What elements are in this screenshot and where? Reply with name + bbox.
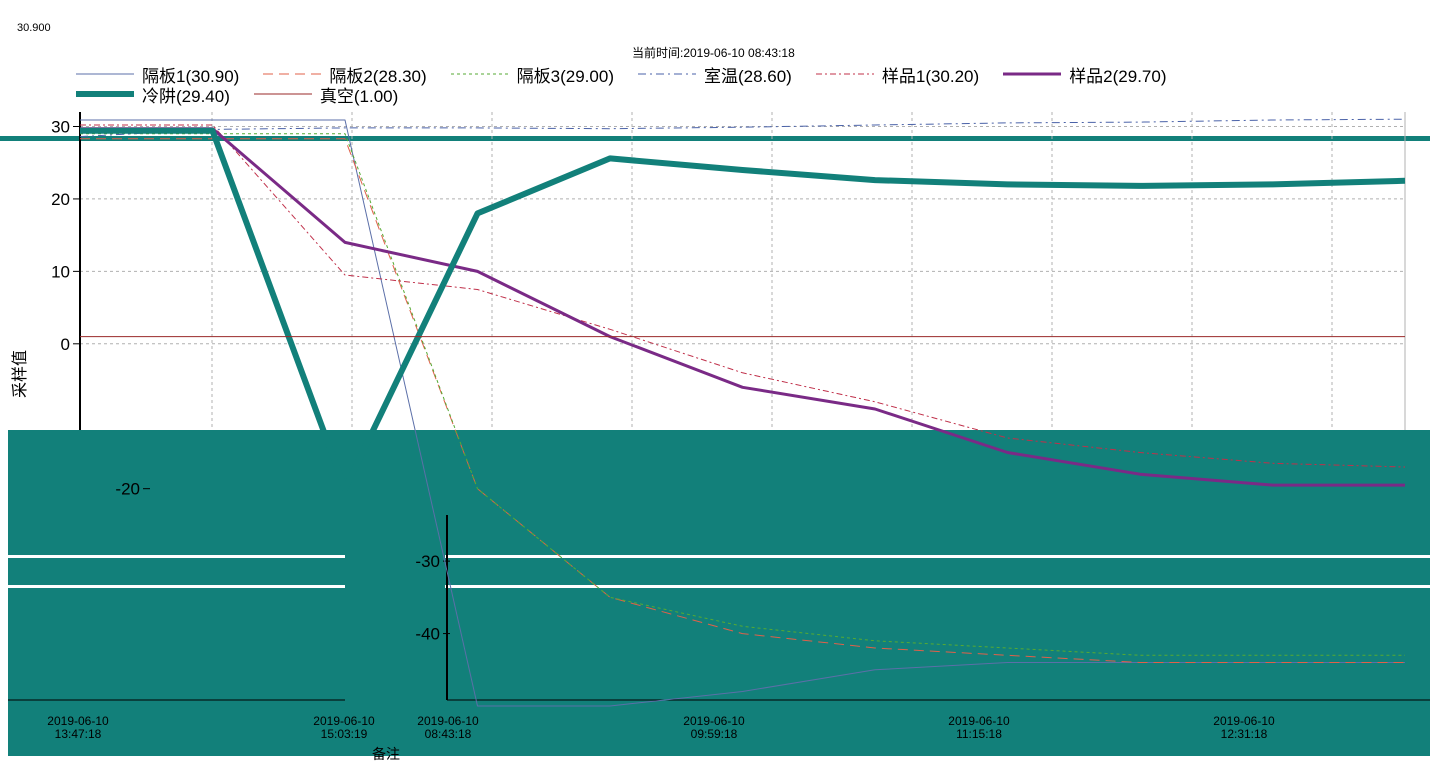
x-tick-label: 2019-06-10 15:03:19 (313, 714, 375, 741)
legend-row: 隔板1(30.90) 隔板2(28.30) 隔板3(29.00) 室温(28.60) 样… (74, 62, 1374, 87)
x-tick-label: 2019-06-10 08:43:18 (417, 714, 479, 741)
legend-row: 冷阱(29.40) 真空(1.00) (74, 82, 1374, 107)
y-tick-label: 20 (51, 190, 70, 209)
legend-label: 隔板3(29.00) (516, 66, 614, 86)
legend-label: 隔板1(30.90) (142, 66, 240, 86)
y-tick-label: -30 (415, 552, 440, 571)
series-line (80, 119, 1405, 707)
footer-note: 备注 (372, 746, 400, 762)
legend-label: 真空(1.00) (319, 86, 399, 106)
x-tick-label: 2019-06-10 11:15:18 (948, 714, 1010, 741)
y-tick-label: 0 (61, 335, 70, 354)
legend-label: 室温(28.60) (703, 66, 792, 86)
legend-label: 隔板2(28.30) (329, 66, 427, 86)
legend-swatch (815, 73, 874, 75)
current-time-label: 当前时间:2019-06-10 08:43:18 (632, 46, 795, 60)
legend-label: 冷阱(29.40) (142, 86, 230, 106)
x-tick-label: 2019-06-10 13:47:18 (47, 714, 109, 741)
series-line (80, 133, 1405, 656)
legend-swatch (450, 73, 509, 75)
y-tick-label: -40 (415, 625, 440, 644)
x-tick-label: 2019-06-10 12:31:18 (1213, 714, 1275, 741)
x-tick-label: 2019-06-10 09:59:18 (683, 714, 745, 741)
legend-swatch (1003, 72, 1062, 76)
legend: 隔板1(30.90) 隔板2(28.30) 隔板3(29.00) 室温(28.60) 样… (74, 62, 1374, 107)
overlay-panel (8, 430, 1430, 756)
legend-item: 隔板1(30.90) (74, 62, 239, 87)
series-line (80, 127, 1406, 492)
legend-item: 样品1(30.20) (814, 62, 979, 87)
legend-label: 样品2(29.70) (1069, 66, 1167, 86)
corner-value: 30.900 (17, 22, 51, 34)
overlay-band (0, 136, 1430, 141)
series-line (80, 124, 1406, 468)
legend-swatch (253, 93, 312, 95)
y-tick-label: 10 (51, 262, 70, 281)
series-line (80, 138, 1405, 663)
legend-swatch (637, 73, 696, 75)
legend-item: 隔板3(29.00) (449, 62, 614, 87)
legend-item: 冷阱(29.40) (74, 82, 230, 107)
series-line (79, 118, 1406, 138)
legend-item: 室温(28.60) (636, 62, 792, 87)
legend-swatch (76, 73, 134, 75)
series-line (80, 127, 1405, 487)
y-tick-label: -20 (115, 480, 140, 499)
legend-swatch (263, 73, 322, 75)
legend-label: 样品1(30.20) (881, 66, 980, 86)
overlay-stripe (8, 585, 1430, 588)
y-tick-label: 30 (51, 117, 70, 136)
legend-item: 隔板2(28.30) (261, 62, 427, 87)
legend-item: 真空(1.00) (252, 82, 398, 107)
overlay-stripe (8, 555, 1430, 558)
overlay-gap (345, 540, 445, 756)
legend-swatch (76, 91, 134, 97)
legend-item: 样品2(29.70) (1001, 62, 1167, 87)
